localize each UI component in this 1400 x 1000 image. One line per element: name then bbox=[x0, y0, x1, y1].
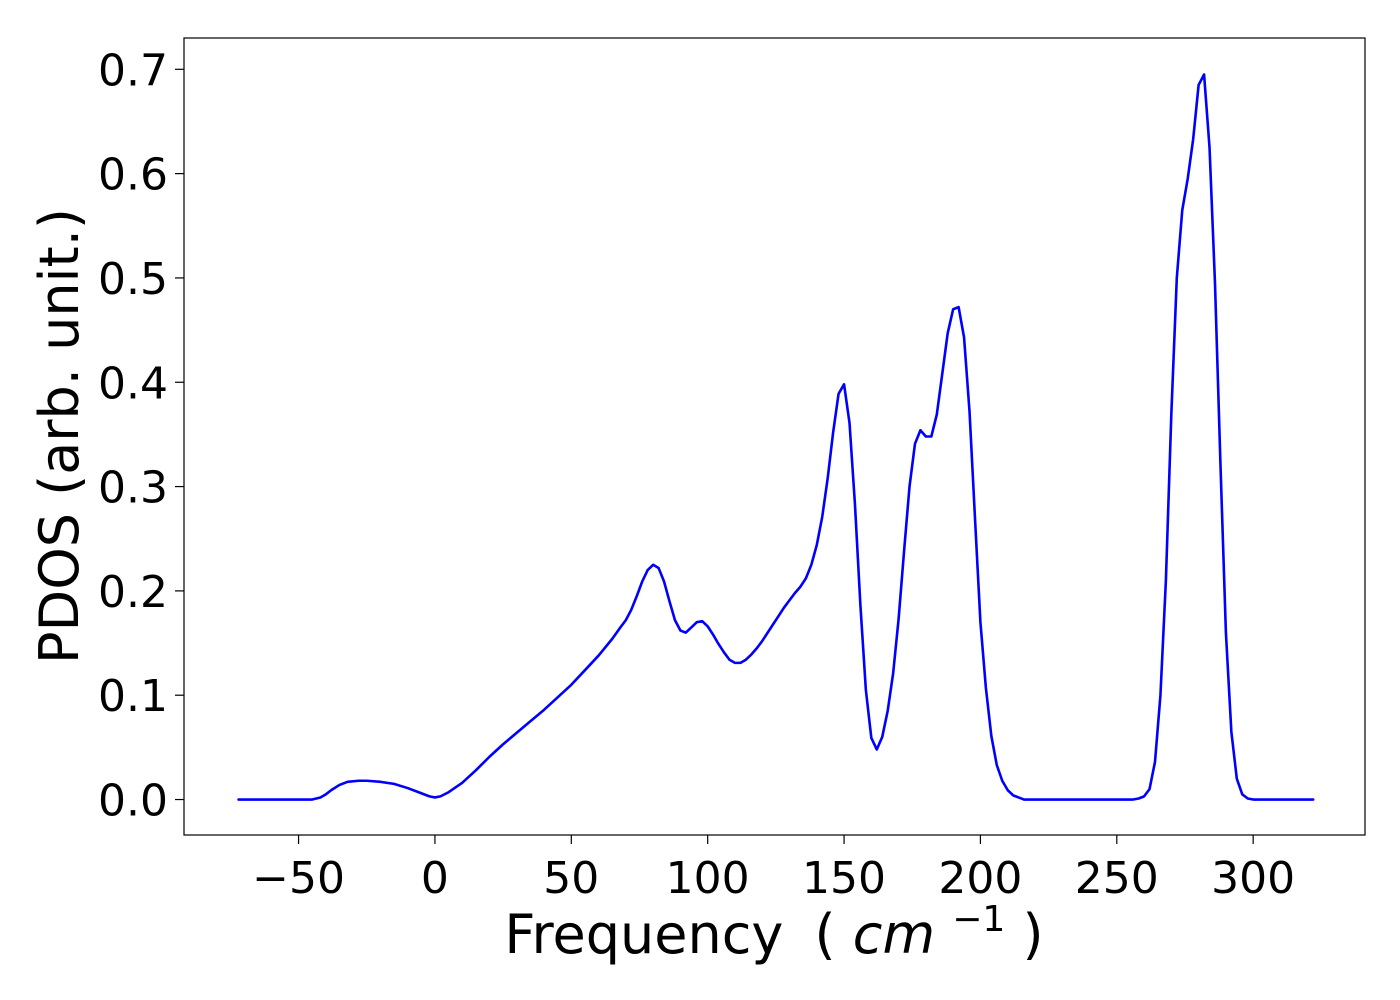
y-tick-label: 0.5 bbox=[98, 254, 168, 305]
y-tick-label: 0.3 bbox=[98, 463, 168, 514]
pdos-series-line bbox=[237, 73, 1315, 801]
x-axis-unit-exp: −1 bbox=[952, 899, 1005, 940]
x-tick-label: 150 bbox=[802, 853, 886, 904]
x-tick-label: 0 bbox=[421, 853, 449, 904]
x-tick-label: 250 bbox=[1075, 853, 1159, 904]
x-axis-title-text: Frequency bbox=[504, 903, 783, 966]
x-tick-label: −50 bbox=[252, 853, 345, 904]
x-tick-label: 100 bbox=[666, 853, 750, 904]
ticks-layer: −50 0 50 100 150 200 250 300 0.0 0.1 0.2 0.3 0.4 0.5 0… bbox=[98, 45, 1295, 904]
y-tick-label: 0.1 bbox=[98, 671, 168, 722]
y-tick-label: 0.7 bbox=[98, 45, 168, 96]
x-axis-title: Frequency ( cm −1 ) bbox=[504, 881, 1043, 966]
x-axis-unit-math: cm bbox=[853, 903, 935, 966]
plot-frame bbox=[183, 37, 1366, 836]
x-tick-label: 200 bbox=[938, 853, 1022, 904]
y-tick-label: 0.2 bbox=[98, 567, 168, 618]
y-tick-label: 0.6 bbox=[98, 150, 168, 201]
y-axis-title: PDOS (arb. unit.) bbox=[28, 208, 91, 664]
y-tick-label: 0.0 bbox=[98, 776, 168, 827]
x-axis-unit-open: ( bbox=[815, 903, 836, 966]
x-tick-label: 50 bbox=[543, 853, 599, 904]
x-axis-unit-close: ) bbox=[1023, 903, 1044, 966]
series-layer bbox=[237, 73, 1315, 801]
x-tick-label: 300 bbox=[1211, 853, 1295, 904]
y-tick-label: 0.4 bbox=[98, 358, 168, 409]
